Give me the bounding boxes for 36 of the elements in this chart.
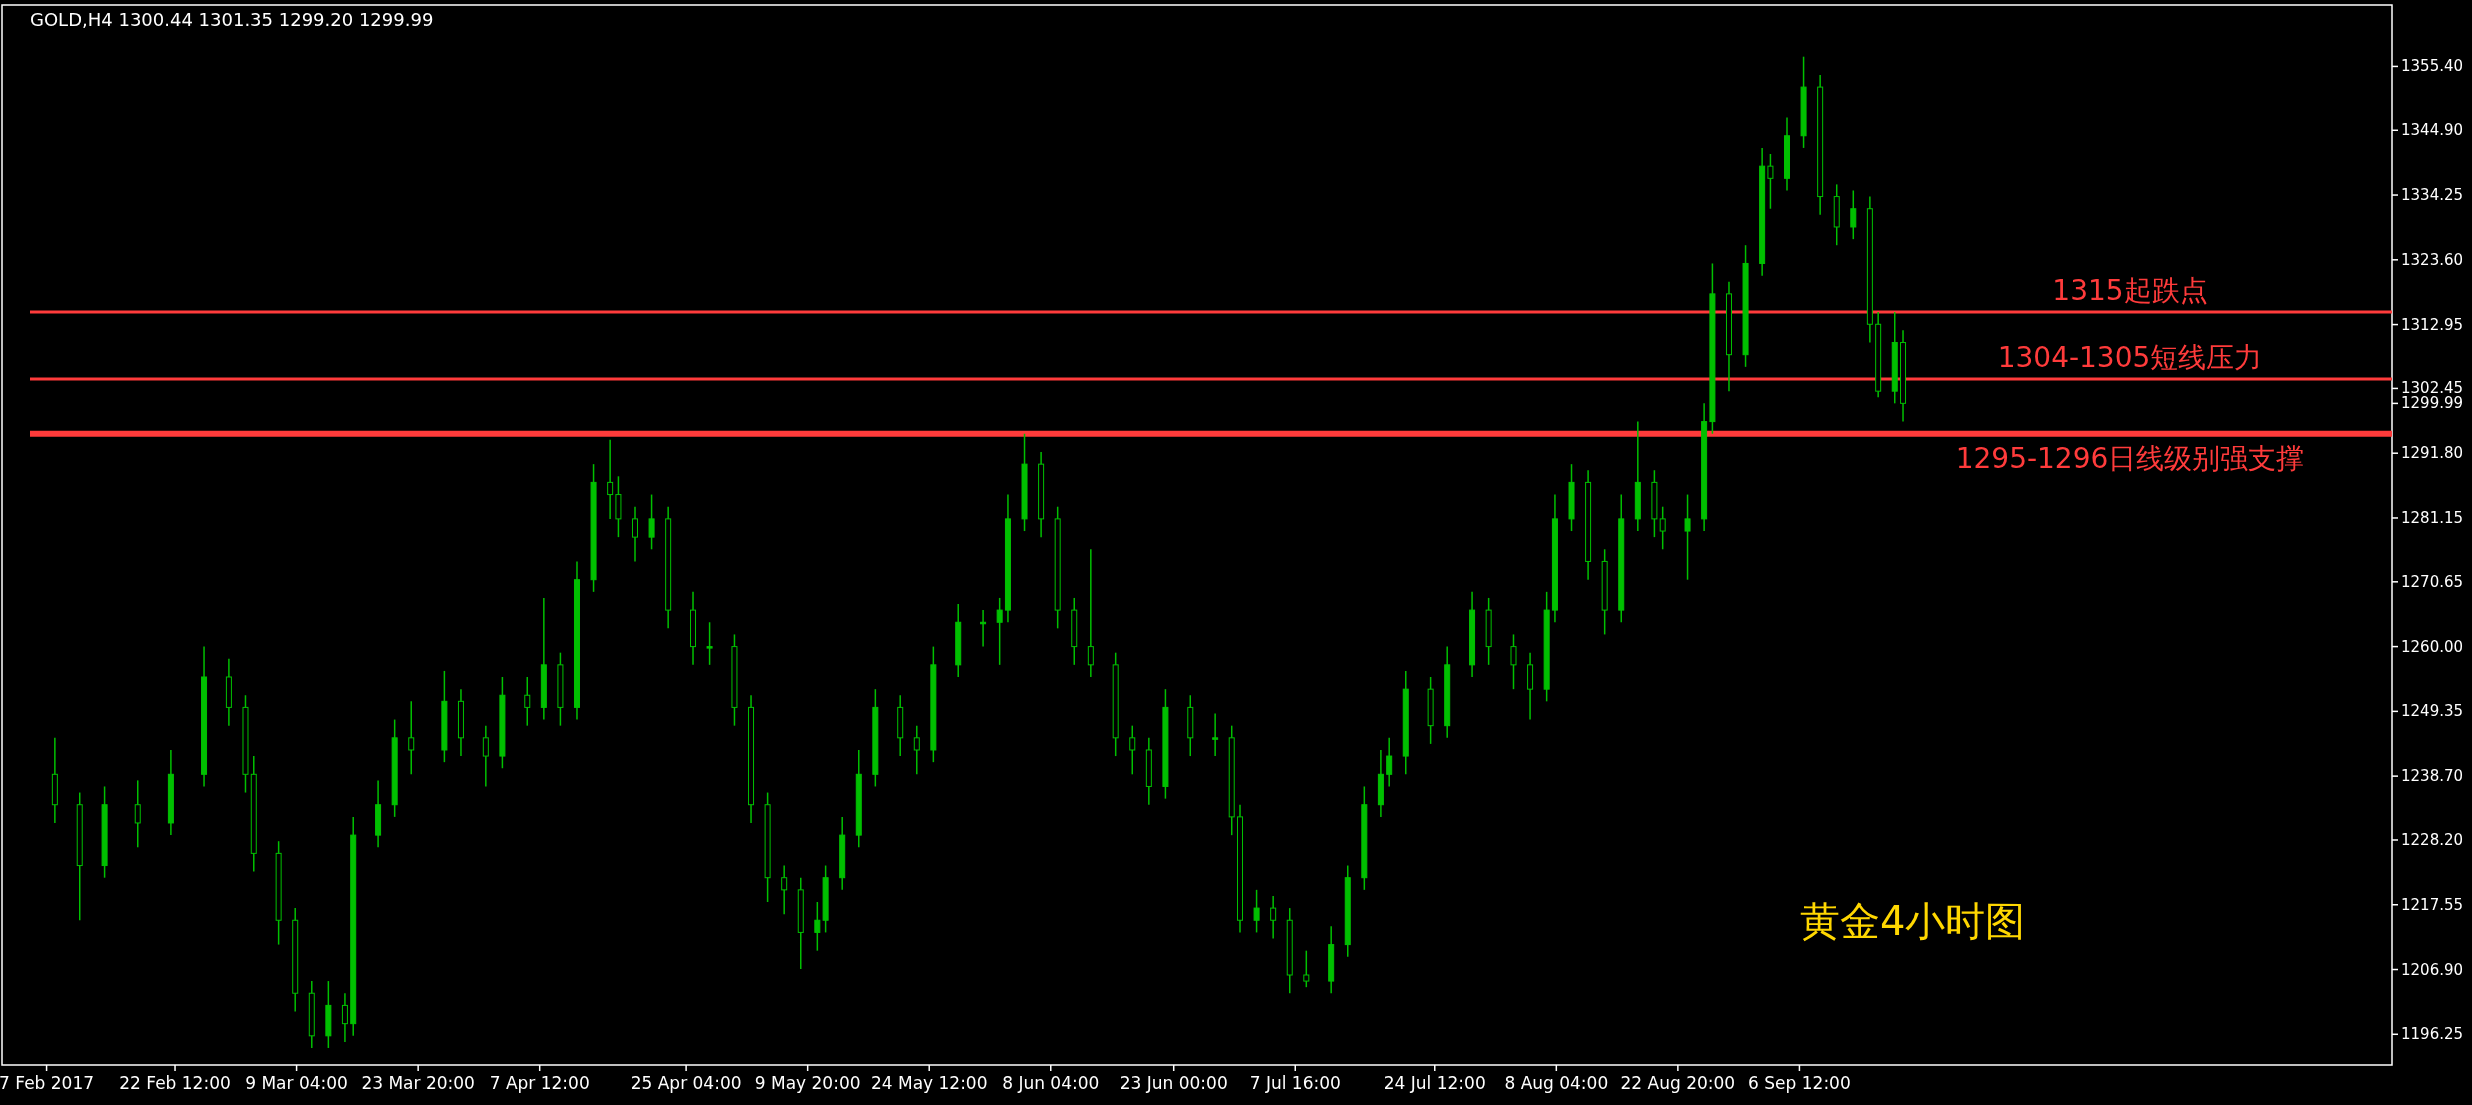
x-tick-label: 7 Apr 12:00 <box>489 1073 590 1093</box>
y-tick-label: 1344.90 <box>2401 121 2464 140</box>
ref-line-label: 1315起跌点 <box>2052 274 2208 308</box>
x-tick-label: 6 Sep 12:00 <box>1748 1073 1851 1093</box>
x-tick-label: 7 Feb 2017 <box>0 1073 95 1093</box>
x-tick-label: 24 Jul 12:00 <box>1383 1073 1486 1093</box>
x-tick-label: 25 Apr 04:00 <box>630 1073 742 1093</box>
x-tick-label: 9 Mar 04:00 <box>245 1073 348 1093</box>
annotation: 黄金4小时图 <box>1800 898 2026 944</box>
x-tick-label: 22 Aug 20:00 <box>1620 1073 1736 1093</box>
y-tick-label: 1217.55 <box>2401 895 2464 914</box>
chart-title: GOLD,H4 1300.44 1301.35 1299.20 1299.99 <box>30 9 434 30</box>
x-tick-label: 24 May 12:00 <box>870 1073 988 1093</box>
ref-line-label: 1304-1305短线压力 <box>1997 341 2263 375</box>
y-tick-label: 1260.00 <box>2401 637 2464 656</box>
x-tick-label: 8 Aug 04:00 <box>1504 1073 1609 1093</box>
x-tick-label: 8 Jun 04:00 <box>1002 1073 1100 1093</box>
y-tick-label: 1355.40 <box>2401 57 2464 76</box>
y-tick-label: 1299.99 <box>2401 394 2464 413</box>
y-tick-label: 1334.25 <box>2401 186 2464 205</box>
x-tick-label: 9 May 20:00 <box>754 1073 861 1093</box>
y-tick-label: 1312.95 <box>2401 315 2464 334</box>
y-tick-label: 1281.15 <box>2401 508 2464 527</box>
x-tick-label: 23 Jun 00:00 <box>1119 1073 1228 1093</box>
x-tick-label: 23 Mar 20:00 <box>361 1073 475 1093</box>
y-tick-label: 1270.65 <box>2401 572 2464 591</box>
y-tick-label: 1291.80 <box>2401 444 2464 463</box>
y-tick-label: 1323.60 <box>2401 250 2464 269</box>
y-tick-label: 1238.70 <box>2401 767 2464 786</box>
y-tick-label: 1228.20 <box>2401 830 2464 849</box>
x-tick-label: 7 Jul 16:00 <box>1249 1073 1341 1093</box>
x-tick-label: 22 Feb 12:00 <box>119 1073 231 1093</box>
y-tick-label: 1196.25 <box>2401 1025 2464 1044</box>
y-tick-label: 1206.90 <box>2401 960 2464 979</box>
ref-line-label: 1295-1296日线级别强支撑 <box>1955 441 2305 475</box>
y-tick-label: 1249.35 <box>2401 702 2464 721</box>
